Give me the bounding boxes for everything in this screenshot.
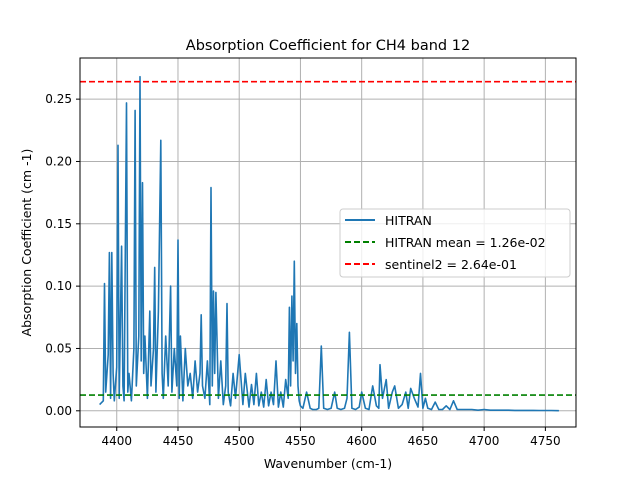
- x-tick-label: 4750: [530, 434, 561, 448]
- x-tick-label: 4500: [224, 434, 255, 448]
- grid: [80, 58, 576, 427]
- plot-frame: [79, 57, 577, 428]
- y-axis-ticks: 0.00 0.05 0.10 0.15 0.20 0.25: [45, 92, 80, 418]
- y-tick-label: 0.15: [45, 217, 72, 231]
- legend: HITRAN HITRAN mean = 1.26e-02 sentinel2 …: [339, 208, 571, 278]
- legend-box: [339, 208, 571, 278]
- legend-label-hitran-mean: HITRAN mean = 1.26e-02: [385, 235, 546, 250]
- y-tick-label: 0.25: [45, 92, 72, 106]
- legend-label-sentinel2: sentinel2 = 2.64e-01: [385, 257, 517, 272]
- x-axis-ticks: 4400 4450 4500 4550 4600 4650 4700 4750: [101, 427, 561, 448]
- x-tick-label: 4700: [469, 434, 500, 448]
- series-layer: [80, 75, 576, 412]
- x-tick-label: 4400: [101, 434, 132, 448]
- x-tick-label: 4450: [163, 434, 194, 448]
- y-axis-label: Absorption Coefficient (cm -1): [19, 149, 34, 337]
- chart-title: Absorption Coefficient for CH4 band 12: [186, 38, 470, 54]
- y-tick-label: 0.00: [45, 404, 72, 418]
- y-tick-label: 0.10: [45, 279, 72, 293]
- y-tick-label: 0.20: [45, 154, 72, 168]
- x-tick-label: 4550: [285, 434, 316, 448]
- x-tick-label: 4650: [408, 434, 439, 448]
- y-tick-label: 0.05: [45, 341, 72, 355]
- legend-label-hitran: HITRAN: [385, 213, 432, 228]
- series-line-hitran: [99, 75, 559, 412]
- x-tick-label: 4600: [346, 434, 377, 448]
- x-axis-label: Wavenumber (cm-1): [264, 456, 392, 471]
